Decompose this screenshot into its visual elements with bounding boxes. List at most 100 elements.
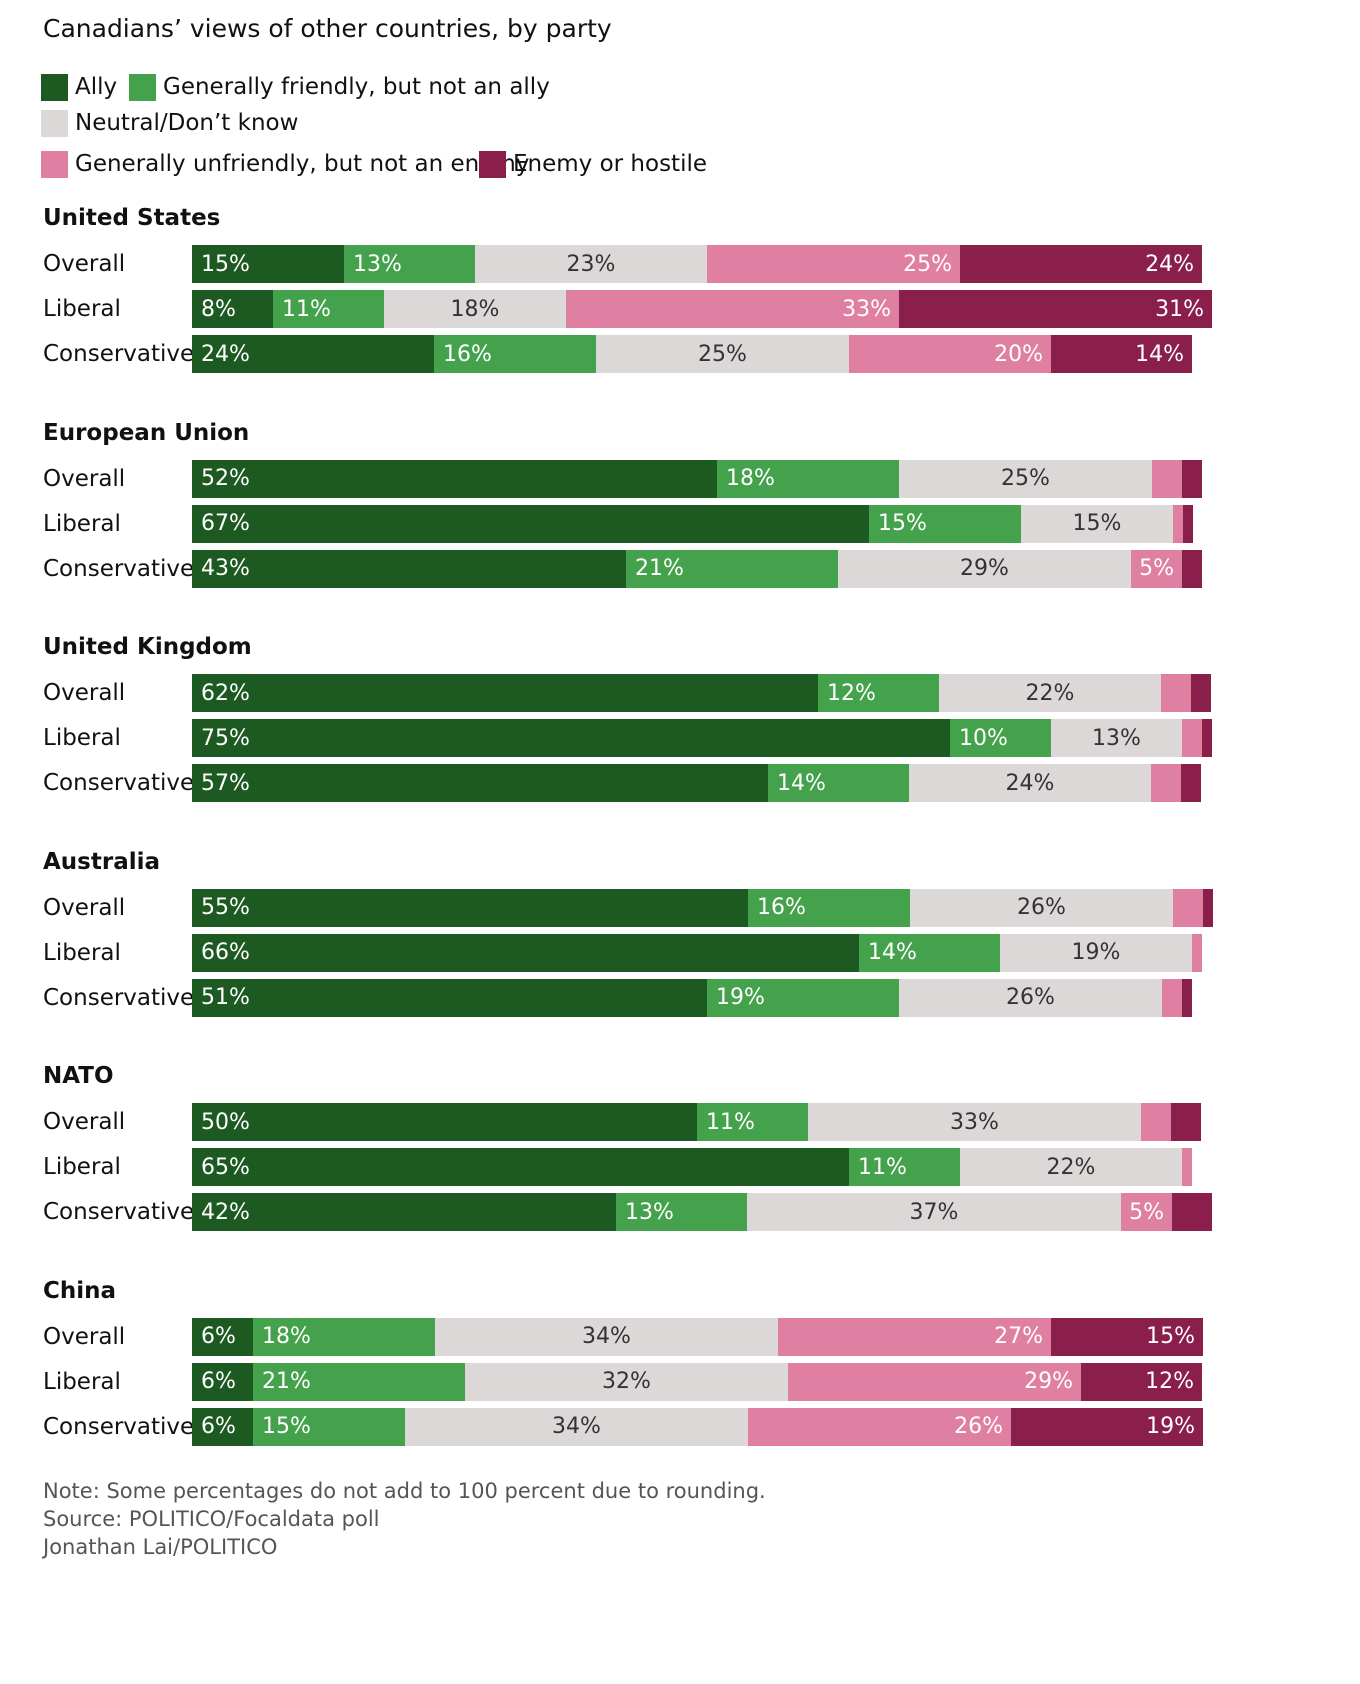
bar-segment-friendly: 12% [818,674,939,712]
bar-segment-enemy [1202,719,1212,757]
data-label: 67% [201,511,250,536]
bar-segment-neutral: 25% [596,335,849,373]
data-label: 29% [960,556,1009,581]
data-label: 50% [201,1109,250,1135]
data-label: 15% [1072,511,1122,536]
legend-item-ally: Ally [41,72,117,102]
legend-swatch-ally [41,73,68,101]
bar-segment-ally: 15% [192,245,344,283]
legend-swatch-enemy [479,150,506,178]
bar-segment-friendly: 11% [697,1103,808,1141]
bar-segment-neutral: 15% [1021,504,1173,543]
bar-segment-friendly: 19% [707,978,899,1017]
bar-segment-friendly: 13% [616,1193,747,1231]
bar-segment-unfriendly [1161,674,1191,712]
data-label: 14% [777,770,826,796]
bar-segment-friendly: 15% [253,1407,405,1446]
bar-segment-neutral: 32% [465,1362,788,1401]
data-label: 37% [909,1199,959,1225]
bar-segment-friendly: 21% [626,549,838,588]
bar-segment-ally: 67% [192,504,869,543]
bar-segment-ally: 52% [192,459,717,498]
data-label: 15% [878,511,927,536]
data-label: 6% [201,1414,236,1439]
bar-segment-unfriendly [1192,933,1202,972]
data-label: 65% [201,1154,250,1180]
data-label: 21% [635,556,684,581]
bar-segment-ally: 43% [192,549,626,588]
row-label-nato-liberal: Liberal [43,1154,121,1180]
data-label: 66% [201,940,250,965]
legend-item-enemy: Enemy or hostile [479,149,707,179]
row-label-united-kingdom-overall: Overall [43,680,126,706]
bar-segment-enemy: 31% [899,290,1212,328]
data-label: 15% [262,1414,311,1439]
data-label: 51% [201,985,250,1010]
bar-segment-neutral: 34% [435,1317,778,1356]
bar-segment-enemy [1182,549,1202,588]
bar-segment-ally: 6% [192,1317,253,1356]
data-label: 24% [1005,770,1055,796]
row-label-australia-overall: Overall [43,894,126,921]
bar-segment-friendly: 11% [849,1148,960,1186]
data-label: 6% [201,1324,236,1349]
chart-title: Canadians’ views of other countries, by … [43,14,612,43]
row-label-australia-conservative: Conservative [43,984,195,1011]
footer-source: Source: POLITICO/Focaldata poll [43,1507,380,1531]
row-label-china-conservative: Conservative [43,1413,195,1440]
bar-segment-neutral: 24% [909,764,1151,802]
bar-segment-enemy [1172,1193,1212,1231]
bar-segment-friendly: 18% [717,459,899,498]
bar-segment-unfriendly [1151,764,1181,802]
legend-label-ally: Ally [75,74,118,100]
bar-segment-enemy [1203,888,1213,927]
legend-swatch-unfriendly [41,150,68,178]
data-label: 12% [1145,1369,1194,1394]
data-label: 15% [1146,1324,1195,1349]
data-label: 25% [903,251,952,277]
data-label: 6% [201,1369,236,1394]
bar-segment-ally: 66% [192,933,859,972]
data-label: 26% [1006,985,1055,1010]
data-label: 13% [1092,725,1141,751]
bar-segment-neutral: 25% [899,459,1152,498]
data-label: 25% [1001,466,1050,491]
bar-segment-ally: 50% [192,1103,697,1141]
data-label: 12% [827,680,876,706]
bar-segment-neutral: 29% [838,549,1131,588]
bar-segment-unfriendly [1173,504,1183,543]
bar-segment-friendly: 16% [434,335,596,373]
bar-segment-unfriendly: 25% [707,245,960,283]
bar-segment-ally: 55% [192,888,748,927]
row-label-united-states-conservative: Conservative [43,341,195,367]
bar-segment-neutral: 18% [384,290,566,328]
bar-segment-unfriendly [1152,459,1182,498]
bar-segment-enemy [1171,1103,1201,1141]
row-label-australia-liberal: Liberal [43,939,121,966]
bar-segment-unfriendly: 20% [849,335,1051,373]
bar-segment-ally: 57% [192,764,768,802]
data-label: 19% [1146,1414,1195,1439]
data-label: 34% [552,1414,601,1439]
data-label: 29% [1024,1369,1073,1394]
data-label: 20% [994,341,1043,367]
bar-segment-enemy [1181,764,1201,802]
bar-segment-unfriendly: 29% [788,1362,1081,1401]
data-label: 75% [201,725,250,751]
bar-segment-ally: 6% [192,1362,253,1401]
data-label: 22% [1025,680,1075,706]
data-label: 5% [1139,556,1174,581]
data-label: 21% [262,1369,311,1394]
bar-segment-ally: 51% [192,978,707,1017]
data-label: 15% [201,251,250,277]
bar-segment-unfriendly: 5% [1121,1193,1172,1231]
data-label: 14% [1135,341,1184,367]
bar-segment-friendly: 11% [273,290,384,328]
data-label: 5% [1129,1199,1164,1225]
bar-segment-enemy [1191,674,1211,712]
row-label-european-union-overall: Overall [43,465,126,492]
data-label: 18% [450,296,500,322]
data-label: 52% [201,466,250,491]
bar-segment-neutral: 23% [475,245,707,283]
bar-segment-neutral: 22% [960,1148,1182,1186]
